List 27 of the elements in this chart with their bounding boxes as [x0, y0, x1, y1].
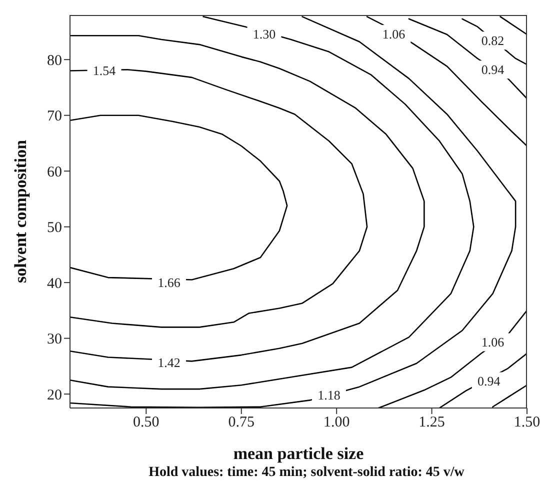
- y-tick-label: 20: [47, 387, 62, 404]
- x-tick-label: 1.25: [418, 414, 445, 431]
- annotation: 1.54: [92, 63, 116, 78]
- annotation: 1.30: [252, 26, 276, 42]
- y-tick-label: 70: [47, 108, 62, 125]
- x-tick-label: 1.00: [323, 414, 350, 431]
- x-tick-label: 1.50: [514, 414, 540, 431]
- annotation: 0.94: [481, 62, 505, 78]
- y-tick-label: 30: [47, 332, 62, 348]
- line-series: [378, 310, 527, 408]
- x-axis-title: mean particle size: [233, 444, 364, 463]
- y-tick-label: 80: [47, 52, 62, 69]
- annotation: 1.06: [382, 26, 406, 42]
- y-axis-title: solvent composition: [11, 139, 30, 284]
- line-series: [366, 16, 527, 147]
- y-tick-label: 60: [47, 164, 62, 180]
- annotation: 1.06: [481, 334, 505, 350]
- x-tick-label: 0.50: [133, 414, 160, 431]
- x-tick-label: 0.75: [228, 414, 254, 431]
- text: Hold values: time: 45 min; solvent-solid ratio: 45 v/w: [148, 465, 466, 481]
- annotation: 1.66: [158, 275, 181, 290]
- y-tick-label: 40: [47, 276, 62, 292]
- annotation: 0.94: [478, 374, 501, 389]
- annotation: 1.42: [158, 354, 180, 370]
- annotation: 1.18: [318, 388, 340, 403]
- annotation: 0.82: [481, 33, 504, 48]
- y-tick-label: 50: [47, 220, 62, 236]
